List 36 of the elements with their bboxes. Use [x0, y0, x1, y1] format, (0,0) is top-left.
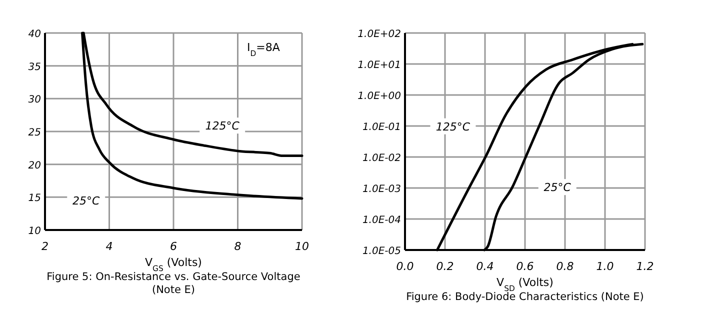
y-tick-label: 1.0E-04: [362, 215, 401, 226]
y-tick-label: 1.0E-03: [362, 184, 401, 195]
y-tick-label: 40: [28, 29, 41, 40]
x-tick-label: 0.2: [436, 260, 454, 273]
x-tick-label: 1.2: [636, 260, 654, 273]
x-tick-label: 0.8: [556, 260, 574, 273]
x-tick-label: 0.0: [396, 260, 414, 273]
x-tick-label: 0.4: [476, 260, 494, 273]
y-tick-label: 1.0E+02: [358, 29, 401, 40]
y-tick-label: 1.0E-02: [362, 153, 401, 164]
x-tick-label: 8: [234, 240, 242, 253]
text: Figure 6: Body-Diode Characteristics (Note E): [406, 291, 644, 303]
x-tick-label: 6: [170, 240, 177, 253]
text: Figure 5: On-Resistance vs. Gate-Source Voltage (Note E): [46, 271, 300, 296]
y-tick-label: 20: [28, 160, 41, 172]
text: 125°C: [436, 120, 470, 134]
x-tick-label: 2: [42, 240, 48, 253]
x-tick-label: 10: [295, 240, 309, 253]
x-tick-label: 1.0: [596, 260, 614, 273]
y-tick-label: 25: [28, 128, 41, 138]
x-axis-title: V$_{SD}$ (Volts): [496, 276, 554, 292]
y-tick-label: 10: [28, 226, 41, 237]
text: 25°C: [544, 181, 572, 194]
y-tick-label: 30: [28, 94, 41, 106]
y-tick-label: 1.0E+00: [358, 91, 401, 102]
text: 25°C: [72, 194, 100, 208]
y-tick-label: 1.0E-01: [362, 122, 401, 133]
y-tick-label: 35: [28, 62, 41, 73]
x-tick-label: 0.6: [516, 260, 534, 273]
y-tick-label: 15: [28, 193, 41, 204]
x-axis-title: V$_{GS}$ (Volts): [145, 256, 202, 272]
annotation: I$_{D}$=8A: [246, 40, 280, 58]
y-tick-label: 1.0E-05: [362, 246, 401, 257]
x-tick-label: 4: [106, 240, 113, 253]
y-tick-label: 1.0E+01: [358, 60, 401, 71]
series-label: 125°C: [205, 120, 240, 133]
